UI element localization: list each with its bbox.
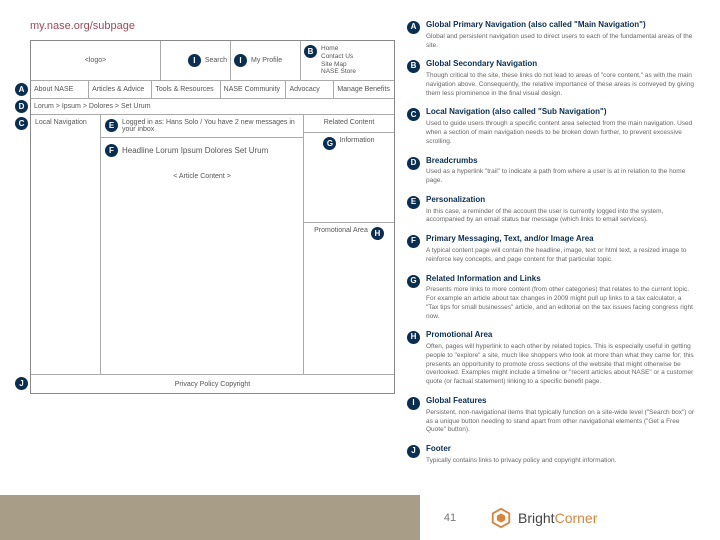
legend-badge-i: I [407, 397, 420, 410]
legend-badge-e: E [407, 196, 420, 209]
legend-title-g: Related Information and Links [426, 274, 695, 285]
badge-f: F [105, 144, 118, 157]
nav-item-3[interactable]: NASE Community [221, 81, 287, 98]
utility-cell: B Home Contact Us Site Map NASE Store [301, 41, 394, 80]
article-placeholder: < Article Content > [173, 173, 231, 180]
search-label: Search [205, 57, 227, 64]
nav-item-5[interactable]: Manage Benefits [334, 81, 394, 98]
personalization-text: Logged in as: Hans Solo / You have 2 new… [122, 119, 299, 133]
footer-left-block [0, 495, 420, 540]
legend-desc-b: Though critical to the site, these links… [426, 72, 695, 98]
brand-text: BrightCorner [518, 510, 597, 526]
legend-desc-d: Used as a hyperlink "trail" to indicate … [426, 168, 695, 186]
legend: A Global Primary Navigation (also called… [395, 20, 695, 495]
info-box: G Information [304, 133, 394, 223]
legend-badge-g: G [407, 275, 420, 288]
nav-item-1[interactable]: Articles & Advice [89, 81, 152, 98]
url-text: my.nase.org/subpage [30, 20, 395, 32]
nav-item-2[interactable]: Tools & Resources [152, 81, 220, 98]
logo-cell: <logo> [31, 41, 161, 80]
legend-item-j: J Footer Typically contains links to priv… [407, 444, 695, 466]
article-area: < Article Content > [101, 163, 303, 190]
legend-badge-h: H [407, 331, 420, 344]
legend-desc-f: A typical content page will contain the … [426, 247, 695, 265]
headline-area: F Headline Lorum Ipsum Dolores Set Urum [101, 138, 303, 163]
legend-item-d: D BreadcrumbsUsed as a hyperlink "trail"… [407, 156, 695, 186]
wireframe: <logo> I Search I My Profile B Home Cont… [30, 40, 395, 394]
page-number: 41 [420, 495, 480, 540]
brand-part-b: Corner [555, 510, 598, 526]
legend-title-h: Promotional Area [426, 330, 695, 341]
logo-placeholder: <logo> [85, 57, 106, 64]
profile-cell: I My Profile [231, 41, 301, 80]
legend-desc-c: Used to guide users through a specific c… [426, 120, 695, 146]
legend-item-c: C Local Navigation (also called "Sub Nav… [407, 107, 695, 146]
badge-e: E [105, 119, 118, 132]
legend-desc-i: Persistent, non-navigational items that … [426, 409, 695, 435]
legend-title-i: Global Features [426, 396, 695, 407]
legend-item-f: F Primary Messaging, Text, and/or Image … [407, 234, 695, 264]
right-sidebar: Related Content G Information Promotiona… [304, 115, 394, 374]
promo-box: Promotional Area H [304, 223, 394, 374]
legend-desc-h: Often, pages will hyperlink to each othe… [426, 343, 695, 387]
search-cell: I Search [161, 41, 231, 80]
legend-desc-g: Presents more links to more content (fro… [426, 286, 695, 321]
badge-i-search: I [188, 54, 201, 67]
promo-label: Promotional Area [314, 227, 368, 234]
local-nav: C Local Navigation [31, 115, 101, 374]
legend-badge-f: F [407, 235, 420, 248]
nav-item-4[interactable]: Advocacy [286, 81, 334, 98]
legend-item-h: H Promotional Area Often, pages will hype… [407, 330, 695, 387]
slide-footer: 41 BrightCorner [0, 495, 720, 540]
related-box: Related Content [304, 115, 394, 133]
legend-item-e: E Personalization In this case, a reminde… [407, 195, 695, 225]
legend-title-c: Local Navigation (also called "Sub Navig… [426, 107, 695, 118]
legend-item-g: G Related Information and LinksPresents … [407, 274, 695, 322]
badge-b-utility: B [304, 45, 317, 58]
profile-label: My Profile [251, 57, 282, 64]
badge-j: J [15, 377, 28, 390]
legend-title-f: Primary Messaging, Text, and/or Image Ar… [426, 234, 695, 245]
badge-a: A [15, 83, 28, 96]
brightcorner-logo-icon [490, 507, 512, 529]
legend-badge-b: B [407, 60, 420, 73]
legend-item-a: A Global Primary Navigation (also called… [407, 20, 695, 50]
badge-g: G [323, 137, 336, 150]
badge-i-profile: I [234, 54, 247, 67]
legend-badge-d: D [407, 157, 420, 170]
legend-title-a: Global Primary Navigation (also called "… [426, 20, 695, 31]
legend-item-i: I Global Features Persistent, non-navigat… [407, 396, 695, 435]
legend-title-b: Global Secondary Navigation [426, 59, 695, 70]
badge-h: H [371, 227, 384, 240]
info-label: Information [339, 137, 374, 144]
badge-d: D [15, 100, 28, 113]
headline-text: Headline Lorum Ipsum Dolores Set Urum [122, 146, 268, 155]
legend-desc-j: Typically contains links to privacy poli… [426, 457, 695, 466]
legend-title-e: Personalization [426, 195, 695, 206]
legend-badge-c: C [407, 108, 420, 121]
wf-footer: Privacy Policy Copyright [31, 375, 394, 393]
legend-badge-j: J [407, 445, 420, 458]
badge-c: C [15, 117, 28, 130]
utility-links: Home Contact Us Site Map NASE Store [321, 45, 356, 76]
brand-area: BrightCorner [480, 495, 720, 540]
personalization-bar: E Logged in as: Hans Solo / You have 2 n… [101, 115, 303, 138]
legend-desc-a: Global and persistent navigation used to… [426, 33, 695, 51]
legend-desc-e: In this case, a reminder of the account … [426, 208, 695, 226]
breadcrumb: Lorum > Ipsum > Dolores > Set Urum [31, 99, 394, 114]
brand-part-a: Bright [518, 510, 555, 526]
legend-item-b: B Global Secondary Navigation Though crit… [407, 59, 695, 98]
local-nav-label: Local Navigation [35, 119, 87, 126]
legend-badge-a: A [407, 21, 420, 34]
related-label: Related Content [324, 119, 375, 126]
legend-title-d: Breadcrumbs [426, 156, 695, 167]
legend-title-j: Footer [426, 444, 695, 455]
nav-item-0[interactable]: About NASE [31, 81, 89, 98]
